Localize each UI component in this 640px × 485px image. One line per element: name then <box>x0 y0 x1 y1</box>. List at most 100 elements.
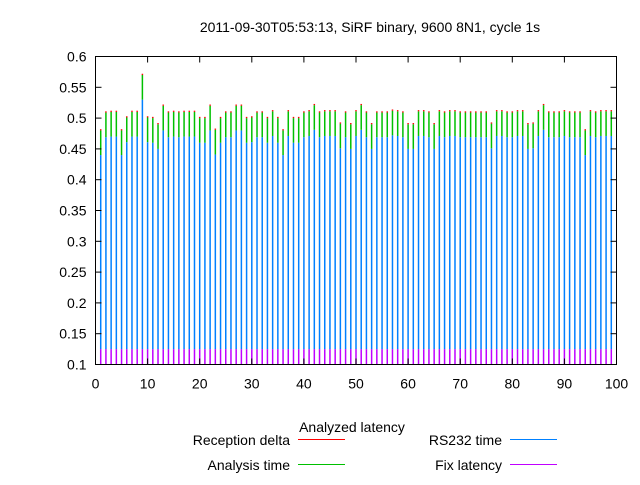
y-tick-label: 0.2 <box>67 295 87 311</box>
bar-reception-delta <box>292 116 295 119</box>
bar-reception-delta <box>146 116 149 118</box>
bar-rs232-time <box>365 137 368 350</box>
bar-analysis-time <box>475 112 477 138</box>
bar-fix-latency <box>141 349 144 365</box>
bar-rs232-time <box>256 137 258 350</box>
bar-reception-delta <box>350 123 352 125</box>
bar-reception-delta <box>131 110 133 112</box>
bar-fix-latency <box>490 349 493 365</box>
x-tick-label: 100 <box>605 376 629 392</box>
bar-analysis-time <box>141 74 144 100</box>
bar-analysis-time <box>449 111 451 136</box>
bar-analysis-time <box>214 129 217 155</box>
bar-analysis-time <box>521 111 524 136</box>
bar-fix-latency <box>532 349 534 365</box>
bar-fix-latency <box>131 349 133 365</box>
bar-analysis-time <box>230 112 232 138</box>
bar-fix-latency <box>99 349 102 365</box>
bar-fix-latency <box>422 349 425 365</box>
bar-analysis-time <box>480 112 482 138</box>
bar-fix-latency <box>584 349 586 365</box>
bar-reception-delta <box>464 111 467 113</box>
bar-reception-delta <box>360 103 362 106</box>
bar-fix-latency <box>297 349 300 365</box>
bar-analysis-time <box>454 111 456 136</box>
bar-rs232-time <box>589 135 592 350</box>
bar-analysis-time <box>308 111 310 136</box>
bar-reception-delta <box>443 111 446 113</box>
bar-rs232-time <box>172 136 175 350</box>
bar-fix-latency <box>188 349 191 365</box>
bar-reception-delta <box>297 116 300 119</box>
bar-rs232-time <box>501 135 503 350</box>
bar-reception-delta <box>386 111 389 113</box>
bar-analysis-time <box>240 105 243 131</box>
bar-analysis-time <box>485 112 487 138</box>
bar-analysis-time <box>407 124 409 149</box>
bar-reception-delta <box>261 111 263 113</box>
bar-fix-latency <box>209 349 211 365</box>
bar-analysis-time <box>438 111 441 136</box>
bar-fix-latency <box>334 349 336 365</box>
bar-analysis-time <box>548 112 550 138</box>
bar-analysis-time <box>459 112 461 138</box>
bar-reception-delta <box>110 110 112 112</box>
y-tick-label: 0.3 <box>67 233 87 249</box>
bar-reception-delta <box>469 111 472 113</box>
legend-label: Fix latency <box>435 457 502 473</box>
bar-reception-delta <box>271 110 274 112</box>
bar-rs232-time <box>381 137 383 350</box>
bar-rs232-time <box>287 135 290 350</box>
bar-rs232-time <box>574 137 576 350</box>
bar-rs232-time <box>240 130 243 350</box>
bar-rs232-time <box>391 135 394 350</box>
bar-analysis-time <box>251 117 253 143</box>
bar-fix-latency <box>537 349 540 365</box>
bar-analysis-time <box>323 111 326 136</box>
bar-rs232-time <box>219 142 222 350</box>
bar-reception-delta <box>428 111 430 113</box>
x-tick-label: 20 <box>192 376 208 392</box>
bar-rs232-time <box>152 142 154 350</box>
bar-rs232-time <box>297 142 300 350</box>
bar-rs232-time <box>521 135 524 350</box>
bar-analysis-time <box>443 112 446 138</box>
y-tick-label: 0.55 <box>59 79 86 95</box>
bar-rs232-time <box>449 135 451 350</box>
bar-rs232-time <box>178 137 180 350</box>
bar-fix-latency <box>558 349 560 365</box>
bar-rs232-time <box>516 135 519 350</box>
x-tick-label: 40 <box>296 376 312 392</box>
bar-reception-delta <box>516 110 519 112</box>
bar-reception-delta <box>537 110 540 112</box>
bar-rs232-time <box>459 137 461 350</box>
bar-fix-latency <box>167 349 170 365</box>
bar-fix-latency <box>417 349 420 365</box>
bar-fix-latency <box>126 349 128 365</box>
bar-reception-delta <box>412 123 415 125</box>
bar-reception-delta <box>579 111 581 113</box>
bar-fix-latency <box>136 349 138 365</box>
bar-analysis-time <box>527 124 529 149</box>
bar-analysis-time <box>350 124 352 149</box>
bar-fix-latency <box>251 349 253 365</box>
axis-ticks: 0.1 0.15 0.2 0.25 0.3 0.35 0.4 0.45 0.5 0.55 0.6 0 1… <box>59 49 628 392</box>
bars <box>99 73 613 365</box>
bar-analysis-time <box>422 111 425 136</box>
bar-rs232-time <box>548 137 550 350</box>
bar-fix-latency <box>370 349 373 365</box>
x-tick-label: 80 <box>505 376 521 392</box>
bar-reception-delta <box>365 111 368 113</box>
bar-analysis-time <box>157 124 159 149</box>
bar-reception-delta <box>105 111 107 113</box>
bar-rs232-time <box>115 136 118 350</box>
bar-analysis-time <box>355 111 357 136</box>
bar-reception-delta <box>188 110 191 112</box>
bar-rs232-time <box>282 155 284 350</box>
bar-fix-latency <box>355 349 357 365</box>
bar-fix-latency <box>386 349 389 365</box>
bar-rs232-time <box>558 137 560 350</box>
bar-reception-delta <box>417 110 420 112</box>
bar-rs232-time <box>495 135 498 350</box>
